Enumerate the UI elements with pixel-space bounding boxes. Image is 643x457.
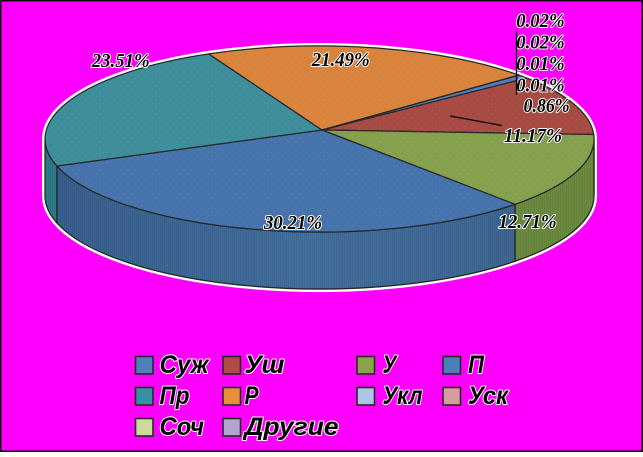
svg-text:Укл: Укл <box>383 382 423 410</box>
svg-text:0.01%: 0.01% <box>516 75 565 97</box>
svg-text:Уск: Уск <box>468 382 509 410</box>
svg-text:Пр: Пр <box>160 382 190 410</box>
svg-text:30.21%: 30.21% <box>263 212 322 234</box>
svg-text:Соч: Соч <box>160 413 205 441</box>
svg-text:Другие: Другие <box>242 413 338 441</box>
svg-text:Суж: Суж <box>160 351 211 379</box>
svg-text:П: П <box>468 351 485 379</box>
svg-text:11.17%: 11.17% <box>504 125 562 147</box>
svg-text:0.01%: 0.01% <box>516 53 565 75</box>
svg-text:23.51%: 23.51% <box>91 50 150 72</box>
svg-text:0.02%: 0.02% <box>516 10 565 32</box>
svg-text:Уш: Уш <box>245 351 285 379</box>
svg-text:21.49%: 21.49% <box>311 49 370 71</box>
svg-text:0.02%: 0.02% <box>516 32 565 54</box>
svg-text:Р: Р <box>245 382 259 410</box>
svg-text:12.71%: 12.71% <box>499 211 557 233</box>
svg-text:0.86%: 0.86% <box>524 95 570 117</box>
svg-text:У: У <box>383 351 399 379</box>
